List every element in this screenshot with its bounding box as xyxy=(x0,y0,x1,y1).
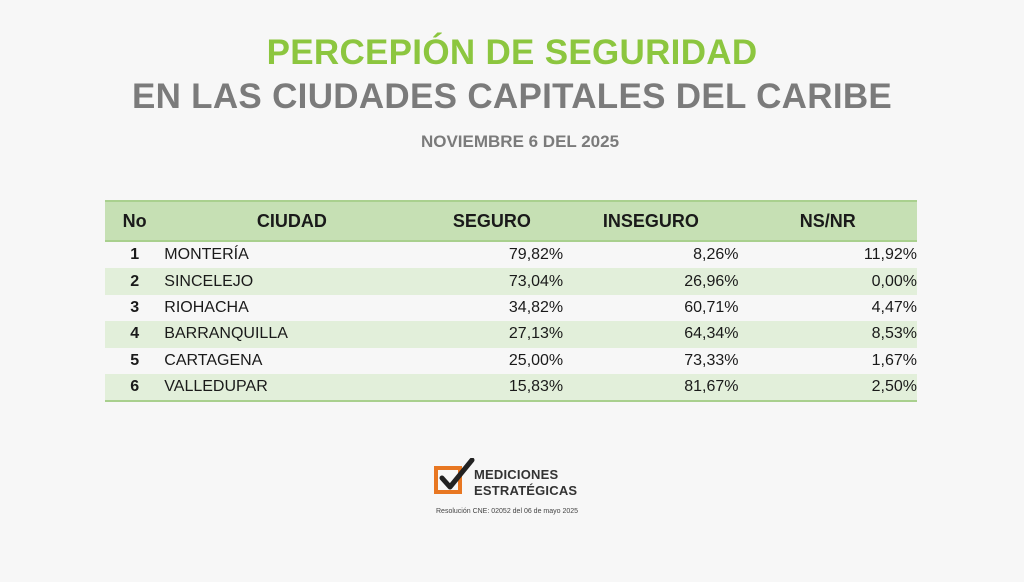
cell-nsnr: 11,92% xyxy=(863,246,917,264)
table-row: 5 CARTAGENA 25,00% 73,33% 1,67% xyxy=(105,348,917,374)
logo-text-line1: MEDICIONES xyxy=(474,467,559,482)
cell-nsnr: 2,50% xyxy=(738,373,917,403)
security-perception-table: No CIUDAD SEGURO INSEGURO NS/NR 1 MONTER… xyxy=(105,200,917,403)
cell-inseguro: 26,96% xyxy=(563,268,739,295)
cell-inseguro: 81,67% xyxy=(563,373,739,403)
column-header-nsnr: NS/NR xyxy=(738,200,917,242)
cell-seguro: 25,00% xyxy=(508,351,564,369)
cell-city: MONTERÍA xyxy=(164,246,249,264)
table-row: 4 BARRANQUILLA 27,13% 64,34% 8,53% xyxy=(105,321,917,348)
table-row: 1 MONTERÍA 79,82% 8,26% 11,92% xyxy=(105,241,917,268)
checkbox-check-icon xyxy=(439,458,475,490)
table-row: 2 SINCELEJO 73,04% 26,96% 0,00% xyxy=(105,268,917,295)
cell-seguro: 34,82% xyxy=(508,298,564,316)
cell-no: 3 xyxy=(130,298,140,316)
cell-nsnr: 0,00% xyxy=(738,268,917,295)
cell-no: 5 xyxy=(130,351,140,369)
report-date: NOVIEMBRE 6 DEL 2025 xyxy=(420,132,620,151)
cell-inseguro: 73,33% xyxy=(684,351,739,369)
table-row: 3 RIOHACHA 34,82% 60,71% 4,47% xyxy=(105,295,917,321)
table-row: 6 VALLEDUPAR 15,83% 81,67% 2,50% xyxy=(105,373,917,403)
cell-city: RIOHACHA xyxy=(164,298,249,316)
cell-city: SINCELEJO xyxy=(164,268,421,295)
mediciones-estrategicas-logo: MEDICIONES ESTRATÉGICAS Resolución CNE: … xyxy=(434,458,614,524)
logo-box xyxy=(434,466,462,494)
cell-seguro: 27,13% xyxy=(420,321,564,348)
cell-nsnr: 1,67% xyxy=(871,351,917,369)
page-subtitle: EN LAS CIUDADES CAPITALES DEL CARIBE xyxy=(131,77,893,116)
cell-inseguro: 8,26% xyxy=(693,246,739,264)
cell-city: CARTAGENA xyxy=(164,351,263,369)
cell-nsnr: 8,53% xyxy=(738,321,917,348)
cell-no: 1 xyxy=(130,246,140,264)
cell-no: 2 xyxy=(105,268,165,295)
logo-resolution-text: Resolución CNE: 02052 del 06 de mayo 202… xyxy=(436,508,579,515)
cell-no: 4 xyxy=(105,321,165,348)
cell-city: VALLEDUPAR xyxy=(164,373,421,403)
cell-inseguro: 64,34% xyxy=(563,321,739,348)
page-title: PERCEPIÓN DE SEGURIDAD xyxy=(266,33,758,72)
logo-text-line2: ESTRATÉGICAS xyxy=(474,483,578,498)
column-header-no: No xyxy=(105,200,165,242)
column-header-seguro: SEGURO xyxy=(420,200,564,242)
cell-no: 6 xyxy=(105,373,165,403)
cell-seguro: 73,04% xyxy=(420,268,564,295)
cell-seguro: 79,82% xyxy=(508,246,564,264)
cell-seguro: 15,83% xyxy=(420,373,564,403)
column-header-city: CIUDAD xyxy=(164,200,421,242)
column-header-inseguro: INSEGURO xyxy=(563,200,739,242)
cell-city: BARRANQUILLA xyxy=(164,321,421,348)
cell-inseguro: 60,71% xyxy=(684,298,739,316)
cell-nsnr: 4,47% xyxy=(871,298,917,316)
table-header-row: No CIUDAD SEGURO INSEGURO NS/NR xyxy=(105,200,917,242)
